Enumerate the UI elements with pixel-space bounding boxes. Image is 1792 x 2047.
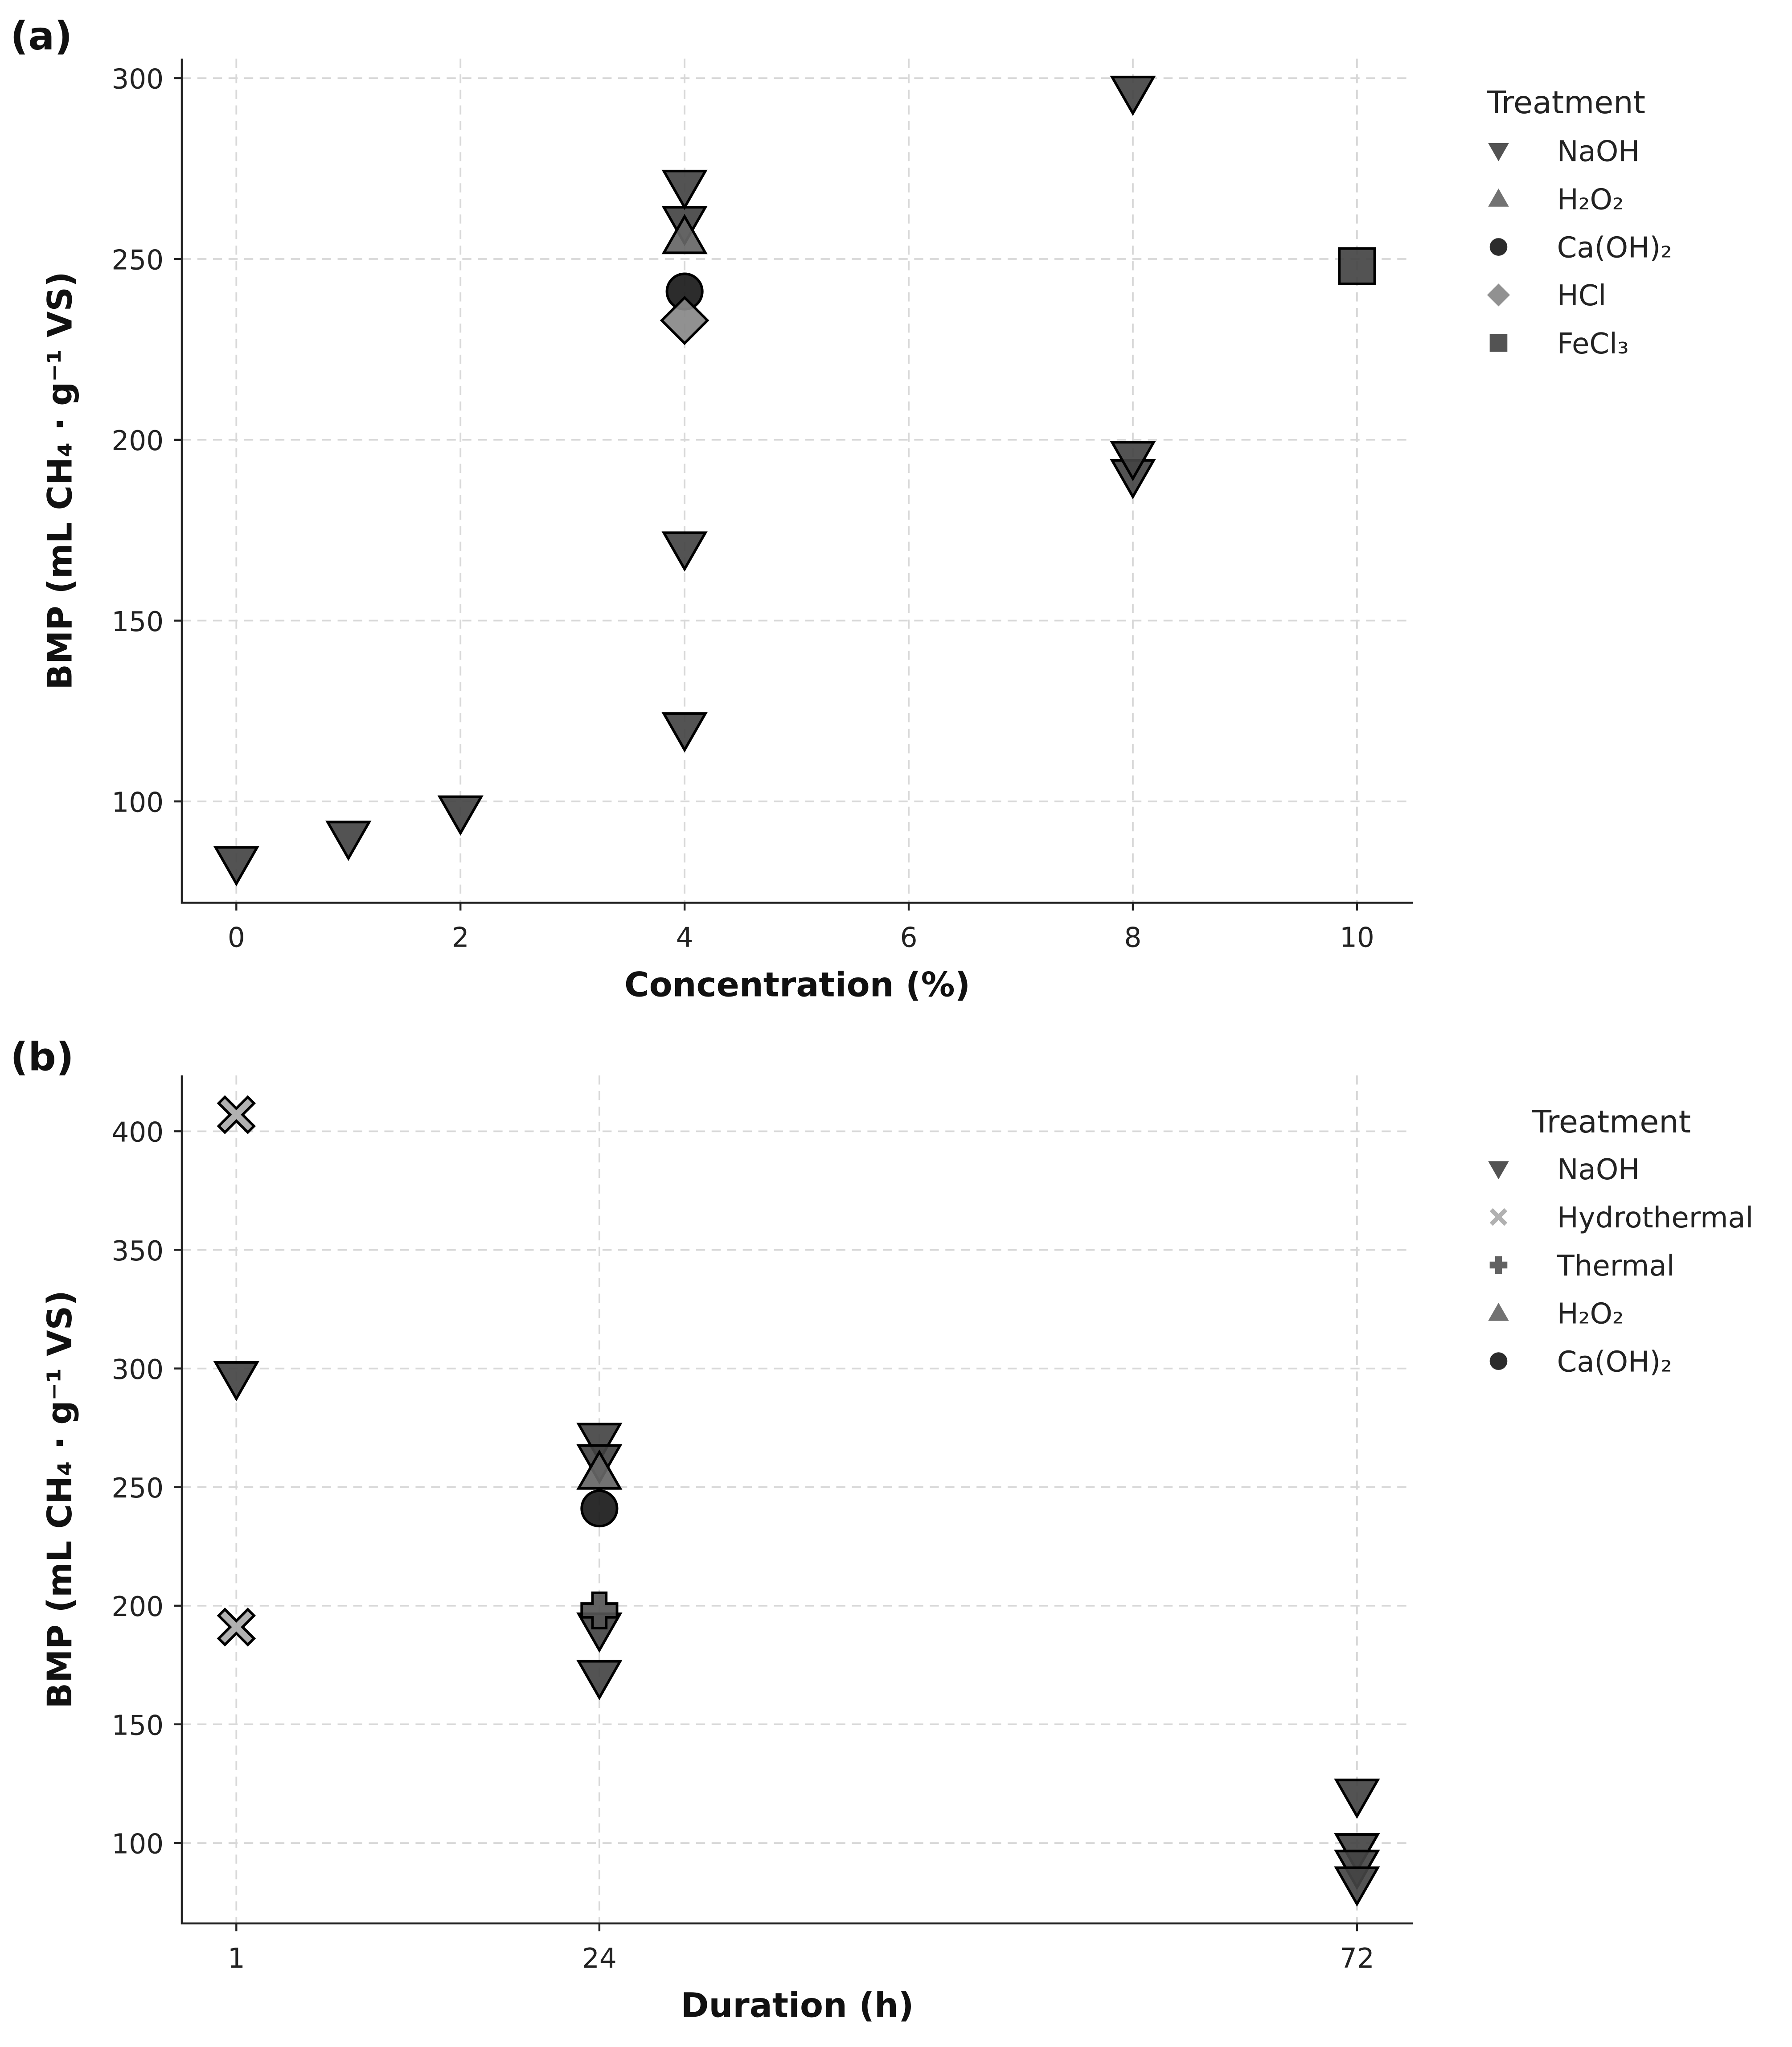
x-tick-label: 8 [1124,922,1142,954]
panel-a: (a) 0 2 4 6 8 10 100 150 200 250 300 Concentration (… [10,13,1672,1004]
legend-entry-label: NaOH [1557,135,1640,168]
y-axis-label: BMP (mL CH₄ · g⁻¹ VS) [40,1290,79,1708]
legend-entry-label: H₂O₂ [1557,1298,1624,1331]
data-point-triangle-up [661,213,708,254]
legend-marker-triangle-down [1488,1161,1509,1180]
y-tick-label: 100 [111,787,164,819]
legend-marker-triangle-down [1488,143,1509,161]
y-tick-label: 100 [111,1828,164,1860]
x-tick-label: 4 [676,922,693,954]
data-point-triangle-down [661,531,708,572]
legend-entry-label: H₂O₂ [1557,184,1624,217]
y-tick-label: 200 [111,1591,164,1623]
y-tick-label: 250 [111,1473,164,1504]
data-point-triangle-down [213,846,259,886]
panel-b: (b) 1 24 72 100 150 200 250 300 350 400 Duration (h… [10,1034,1753,2025]
data-point-square [1338,247,1376,285]
legend-marker-circle [1489,238,1508,256]
data-point-triangle-down [1110,75,1156,116]
legend-entry-label: Ca(OH)₂ [1557,1346,1672,1378]
y-axis-label: BMP (mL CH₄ · g⁻¹ VS) [40,271,79,689]
data-point-triangle-down [661,169,708,210]
legend-entry-label: FeCl₃ [1557,328,1629,361]
legend-title: Treatment [1532,1104,1691,1140]
data-point-triangle-down [576,1660,623,1701]
legend-entry-label: Hydrothermal [1557,1202,1754,1235]
legend-entry-label: Ca(OH)₂ [1557,231,1672,264]
y-tick-label: 350 [111,1235,164,1267]
legend-marker-triangle-up [1488,1302,1509,1321]
data-point-triangle-down [1334,1866,1380,1907]
y-tick-label: 400 [111,1117,164,1149]
x-tick-label: 72 [1340,1943,1374,1974]
y-tick-label: 150 [111,1710,164,1741]
x-tick-label: 6 [900,922,918,954]
data-point-triangle-down [437,795,484,836]
legend-marker-diamond [1487,283,1510,307]
panel-label: (b) [10,1034,74,1079]
legend-marker-square [1489,334,1508,352]
data-point-triangle-down [576,1423,623,1463]
x-axis-label: Concentration (%) [624,965,970,1004]
axes-spines [180,58,1413,904]
x-tick-label: 10 [1340,922,1374,954]
data-point-triangle-down [213,1361,259,1402]
y-tick-label: 300 [111,1354,164,1386]
data-point-x-filled [217,1095,256,1134]
legend-entry-label: NaOH [1557,1153,1640,1186]
data-point-triangle-up [576,1449,623,1490]
data-point-circle [580,1489,619,1528]
legend-entry-label: HCl [1557,279,1607,312]
panel-label: (a) [10,13,72,59]
legend-marker-circle [1489,1352,1508,1370]
x-tick-label: 1 [228,1943,245,1974]
legend-title: Treatment [1486,85,1645,121]
x-axis-label: Duration (h) [681,1986,914,2025]
legend-marker-plus-filled [1489,1256,1508,1274]
data-point-triangle-down [1110,441,1156,481]
data-point-triangle-down [1334,1778,1380,1819]
x-tick-label: 2 [452,922,469,954]
data-point-x-filled [217,1607,256,1647]
legend-marker-triangle-up [1488,188,1509,207]
legend-entry-label: Thermal [1557,1250,1675,1283]
x-tick-label: 24 [582,1943,617,1974]
legend-marker-x-filled [1489,1208,1508,1226]
data-point-triangle-down [661,712,708,753]
data-point-diamond [660,295,709,345]
y-tick-label: 150 [111,606,164,638]
y-tick-label: 250 [111,244,164,276]
y-tick-label: 200 [111,425,164,457]
data-point-triangle-down [325,820,372,861]
x-tick-label: 0 [228,922,245,954]
data-point-plus-filled [580,1591,619,1630]
y-tick-label: 300 [111,64,164,95]
axes-spines [180,1075,1413,1924]
